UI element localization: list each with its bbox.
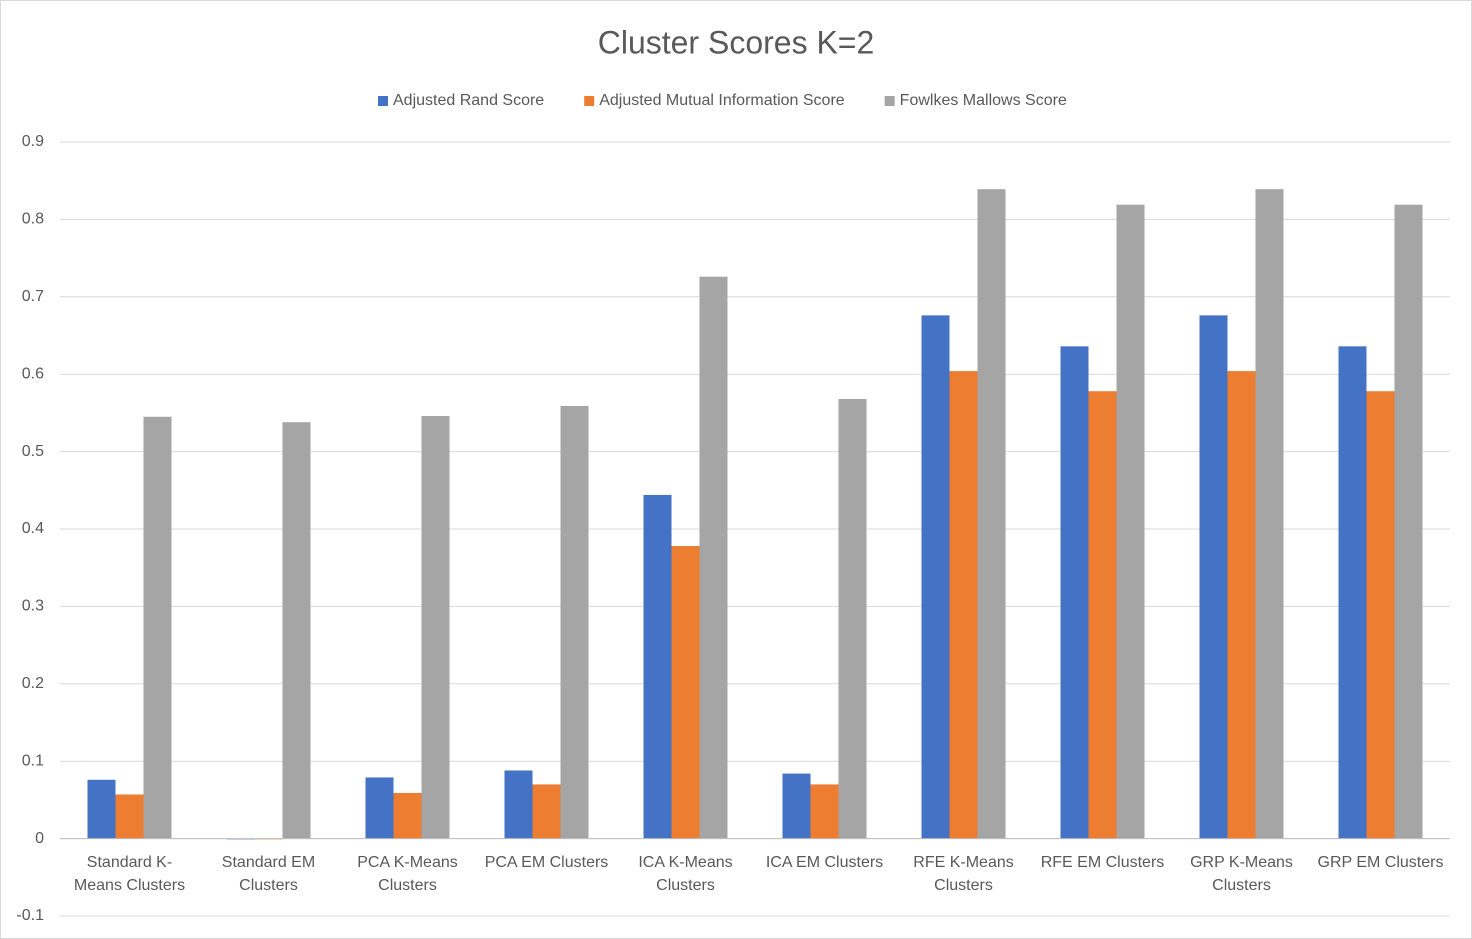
- y-tick-label: -0.1: [16, 907, 44, 924]
- bar: [560, 405, 589, 839]
- y-tick-label: 0.1: [22, 752, 44, 769]
- legend-label: Adjusted Mutual Information Score: [599, 92, 845, 109]
- bar: [949, 371, 978, 839]
- bar: [1199, 315, 1228, 839]
- x-tick-label: RFE K-Means Clusters: [913, 854, 1014, 894]
- legend-swatch: [884, 96, 895, 106]
- x-tick-label: GRP EM Clusters: [1317, 854, 1444, 871]
- bar: [810, 784, 839, 839]
- bar: [282, 422, 311, 839]
- bar: [1338, 346, 1367, 839]
- bar: [671, 546, 700, 839]
- bar: [977, 189, 1006, 839]
- bar: [643, 494, 672, 839]
- y-tick-label: 0.3: [22, 598, 44, 615]
- bar: [1116, 204, 1145, 839]
- y-tick-label: 0.7: [22, 288, 44, 305]
- bar: [1366, 391, 1395, 839]
- y-tick-label: 0.4: [22, 520, 44, 537]
- x-tick-label: ICA EM Clusters: [765, 854, 884, 871]
- y-tick-label: 0.6: [22, 365, 44, 382]
- y-tick-label: 0.2: [22, 675, 44, 692]
- x-tick-label: PCA K-Means Clusters: [357, 854, 458, 894]
- y-tick-label: 0: [35, 830, 44, 847]
- legend-label: Adjusted Rand Score: [393, 92, 544, 109]
- bar: [421, 415, 450, 839]
- bar: [782, 773, 811, 839]
- legend-swatch: [378, 96, 388, 106]
- x-tick-label: Standard K-Means Clusters: [73, 854, 186, 894]
- y-tick-label: 0.5: [22, 443, 44, 460]
- chart-title: Cluster Scores K=2: [598, 24, 875, 60]
- x-tick-label: GRP K-Means Clusters: [1190, 854, 1293, 894]
- x-tick-label: PCA EM Clusters: [484, 854, 609, 871]
- bar: [532, 784, 561, 839]
- bar: [365, 777, 394, 839]
- x-tick-label: Standard EM Clusters: [221, 854, 316, 894]
- bar: [1227, 371, 1256, 839]
- bar: [921, 315, 950, 839]
- bar: [1394, 204, 1423, 839]
- bar: [115, 794, 144, 839]
- y-tick-label: 0.8: [22, 211, 44, 228]
- y-tick-label: 0.9: [22, 133, 44, 150]
- legend-swatch: [584, 96, 595, 106]
- bar: [1255, 189, 1284, 839]
- bar: [393, 792, 422, 839]
- bar: [838, 398, 867, 839]
- x-tick-label: ICA K-Means Clusters: [638, 854, 733, 894]
- bar: [1088, 391, 1117, 839]
- legend-label: Fowlkes Mallows Score: [900, 92, 1067, 109]
- bar: [504, 770, 533, 839]
- bar: [87, 779, 116, 839]
- x-tick-label: RFE EM Clusters: [1040, 854, 1165, 871]
- bar: [1060, 346, 1089, 839]
- bar: [699, 276, 728, 839]
- bar: [143, 416, 172, 839]
